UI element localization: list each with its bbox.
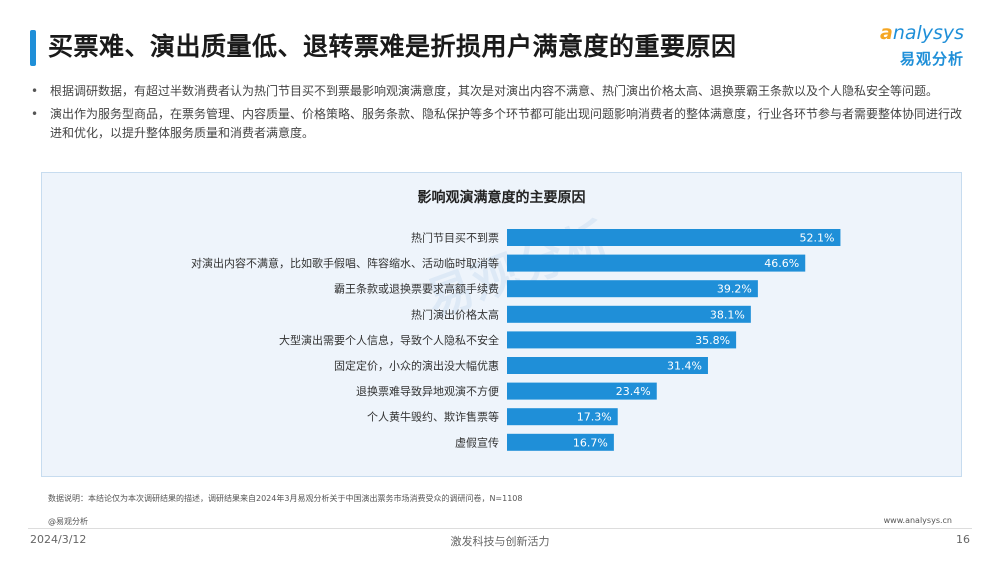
category-label: 个人黄牛毁约、欺诈售票等 <box>367 410 499 424</box>
bar <box>507 229 841 246</box>
category-label: 固定定价，小众的演出没大幅优惠 <box>334 359 499 373</box>
page-title: 买票难、演出质量低、退转票难是折损用户满意度的重要原因 <box>48 32 737 61</box>
analysys-logo: analysys 易观分析 <box>880 22 980 70</box>
website-label: www.analysys.cn <box>883 516 952 525</box>
bullet-text: 演出作为服务型商品，在票务管理、内容质量、价格策略、服务条款、隐私保护等多个环节… <box>50 107 963 140</box>
chart-title: 影响观演满意度的主要原因 <box>417 190 586 206</box>
bullet-item: • 根据调研数据，有超过半数消费者认为热门节目买不到票最影响观演满意度，其次是对… <box>28 82 968 101</box>
bullet-item: • 演出作为服务型商品，在票务管理、内容质量、价格策略、服务条款、隐私保护等多个… <box>28 105 968 143</box>
bar <box>507 357 708 374</box>
bullet-text: 根据调研数据，有超过半数消费者认为热门节目买不到票最影响观演满意度，其次是对演出… <box>50 84 939 98</box>
source-label: @易观分析 <box>48 517 88 526</box>
value-label: 39.2% <box>717 283 752 296</box>
value-label: 17.3% <box>577 411 612 424</box>
value-label: 31.4% <box>667 360 702 373</box>
bar <box>507 280 758 298</box>
footer-divider <box>28 528 972 529</box>
value-label: 23.4% <box>616 385 651 398</box>
page-number: 16 <box>956 533 970 546</box>
report-date: 2024/3/12 <box>30 533 87 546</box>
chart-panel: 影响观演满意度的主要原因 易观分析 热门节目买不到票52.1%对演出内容不满意，… <box>41 172 962 477</box>
bar-chart: 热门节目买不到票 52.1% 对演出内容不满意，比如歌手假唱、阵容缩水、活动临时取消… <box>191 229 841 451</box>
category-label: 虚假宣传 <box>455 435 499 449</box>
bullet-dot-icon: • <box>31 107 39 121</box>
category-label: 热门节目买不到票 <box>411 231 499 245</box>
category-label: 热门演出价格太高 <box>411 307 499 321</box>
bar <box>507 254 806 272</box>
bar <box>507 382 657 400</box>
bar <box>507 408 618 426</box>
data-footnote: 数据说明：本结论仅为本次调研结果的描述，调研结果来自2024年3月易观分析关于中… <box>48 494 523 503</box>
logo-chinese-name: 易观分析 <box>900 50 965 68</box>
bullet-dot-icon: • <box>31 84 39 98</box>
logo-wordmark: analysys <box>880 22 964 44</box>
category-label: 大型演出需要个人信息，导致个人隐私不安全 <box>279 333 499 347</box>
value-label: 38.1% <box>710 308 745 321</box>
category-label: 对演出内容不满意，比如歌手假唱、阵容缩水、活动临时取消等 <box>191 256 499 270</box>
title-accent-bar <box>30 30 36 66</box>
footer-slogan: 激发科技与创新活力 <box>450 535 550 548</box>
value-label: 52.1% <box>799 232 834 245</box>
category-label: 霸王条款或退换票要求高额手续费 <box>334 282 499 296</box>
bar <box>507 433 614 451</box>
value-label: 46.6% <box>764 257 799 270</box>
bar <box>507 331 737 349</box>
logo-letter-a: a <box>880 22 893 44</box>
value-label: 16.7% <box>573 436 608 449</box>
summary-bullets: • 根据调研数据，有超过半数消费者认为热门节目买不到票最影响观演满意度，其次是对… <box>28 82 968 147</box>
value-label: 35.8% <box>695 334 730 347</box>
logo-word-rest: nalysys <box>892 22 965 44</box>
category-label: 退换票难导致异地观演不方便 <box>356 384 499 398</box>
bar <box>507 305 751 323</box>
